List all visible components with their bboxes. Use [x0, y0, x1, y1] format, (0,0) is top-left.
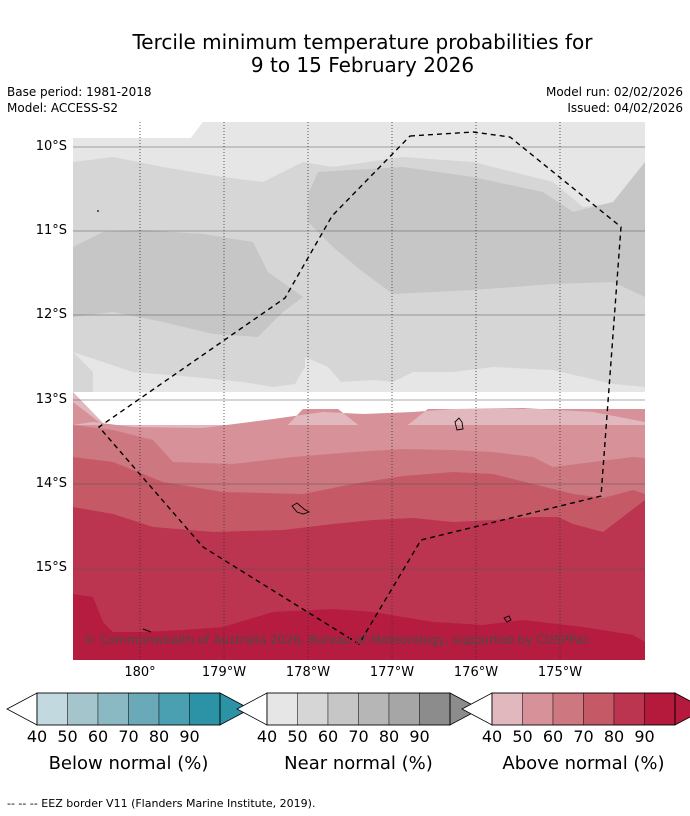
title-line-1: Tercile minimum temperature probabilitie… — [132, 30, 593, 54]
lon-label-178w: 178°W — [285, 665, 331, 680]
colorbar-below-caption: Below normal (%) — [48, 753, 209, 774]
footer-note: -- -- -- EEZ border V11 (Flanders Marine… — [7, 797, 316, 810]
model-run: Model run: 02/02/2026 — [545, 85, 683, 99]
colorbar-near-outline — [266, 692, 451, 726]
colorbar-above-segment — [552, 692, 584, 726]
lat-label-14s: 14°S — [35, 476, 67, 491]
colorbar-near-segment — [266, 692, 298, 726]
meta-right: Model run: 02/02/2026 Issued: 04/02/2026 — [546, 84, 683, 116]
colorbar-above-outline — [491, 692, 676, 726]
colorbar-above-tick: 90 — [634, 727, 655, 746]
colorbar-below-tick: 80 — [148, 727, 170, 746]
colorbar-near-tick: 60 — [317, 727, 339, 746]
colorbar-above-segment — [583, 692, 615, 726]
colorbar-below-segment — [128, 692, 160, 726]
colorbar-below-segment — [158, 692, 190, 726]
lat-label-13s: 13°S — [35, 392, 67, 407]
colorbar-above-tick: 80 — [603, 727, 625, 746]
above-80 — [73, 500, 645, 660]
colorbar-below-outline — [36, 692, 221, 726]
colorbar-near-low-arrow — [236, 692, 268, 726]
colorbar-above-low-arrow — [461, 692, 493, 726]
colorbar-near-segment — [419, 692, 451, 726]
island-3 — [503, 615, 512, 623]
colorbar-near-tick: 40 — [256, 727, 278, 746]
colorbar-below-segment — [36, 692, 68, 726]
lat-label-10s: 10°S — [35, 139, 67, 154]
model-name: Model: ACCESS-S2 — [7, 101, 119, 115]
colorbar-above-segment — [522, 692, 554, 726]
issued-date: Issued: 04/02/2026 — [567, 101, 683, 115]
colorbar-below-normal — [6, 692, 251, 726]
no-data-area — [73, 122, 203, 138]
lon-label-179w: 179°W — [201, 665, 247, 680]
colorbar-above-segment — [491, 692, 523, 726]
colorbar-above-segment — [644, 692, 676, 726]
colorbar-near-tick: 70 — [348, 727, 369, 746]
colorbar-near-segment — [388, 692, 420, 726]
colorbar-below-tick: 70 — [118, 727, 139, 746]
colorbar-above-high-arrow — [674, 692, 690, 726]
title-line-2: 9 to 15 February 2026 — [250, 53, 475, 77]
colorbar-below-segment — [97, 692, 129, 726]
map-panel — [73, 122, 645, 660]
colorbars — [6, 692, 690, 726]
base-period: Base period: 1981-2018 — [7, 85, 152, 99]
colorbar-below-tick: 60 — [87, 727, 109, 746]
colorbar-near-tick: 80 — [378, 727, 400, 746]
colorbar-below-segment — [67, 692, 99, 726]
latitude-gridlines — [73, 146, 645, 570]
island-4 — [142, 628, 152, 633]
colorbar-below-segment — [189, 692, 221, 726]
colorbar-near-segment — [297, 692, 329, 726]
lat-label-12s: 12°S — [35, 307, 67, 322]
near-normal-60-west — [73, 230, 303, 337]
colorbar-below-tick: 50 — [57, 727, 78, 746]
eez-border — [97, 131, 622, 645]
colorbar-near-normal — [236, 692, 481, 726]
lon-label-176w: 176°W — [453, 665, 499, 680]
colorbar-above-tick: 60 — [542, 727, 564, 746]
colorbar-near-segment — [358, 692, 390, 726]
island-2 — [291, 502, 311, 515]
colorbar-above-caption: Above normal (%) — [502, 753, 665, 774]
above-90 — [73, 594, 645, 660]
colorbar-near-tick: 50 — [287, 727, 308, 746]
colorbar-above-tick: 70 — [573, 727, 594, 746]
colorbar-above-tick: 50 — [512, 727, 533, 746]
lon-label-180: 180° — [124, 665, 156, 680]
near-normal-40-top — [73, 122, 645, 207]
colorbar-below-tick: 90 — [179, 727, 200, 746]
near-normal-40-south — [73, 352, 645, 392]
colorbar-near-segment — [327, 692, 359, 726]
lat-label-11s: 11°S — [35, 223, 67, 238]
meta-left: Base period: 1981-2018 Model: ACCESS-S2 — [7, 84, 152, 116]
lat-label-15s: 15°S — [35, 560, 67, 575]
colorbar-below-low-arrow — [6, 692, 38, 726]
colorbar-near-caption: Near normal (%) — [284, 753, 433, 774]
island-1 — [454, 417, 464, 431]
lon-label-177w: 177°W — [369, 665, 415, 680]
colorbar-above-segment — [613, 692, 645, 726]
colorbar-above-tick: 40 — [481, 727, 503, 746]
map-title: Tercile minimum temperature probabilitie… — [0, 31, 690, 77]
colorbar-above-normal — [461, 692, 690, 726]
colorbar-below-tick: 40 — [26, 727, 48, 746]
island-5 — [97, 210, 99, 212]
copyright-notice: © Commonwealth of Australia 2026, Bureau… — [84, 633, 590, 647]
lon-label-175w: 175°W — [537, 665, 583, 680]
colorbar-near-tick: 90 — [409, 727, 430, 746]
